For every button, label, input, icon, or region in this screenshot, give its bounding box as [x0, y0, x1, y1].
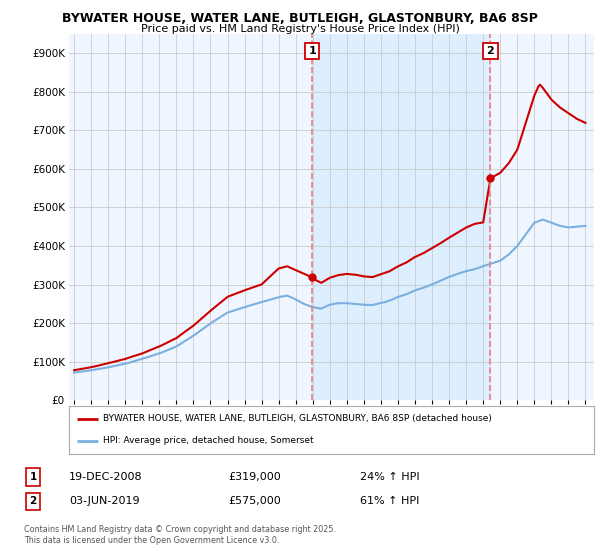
- Text: 1: 1: [308, 46, 316, 56]
- Bar: [312, 34, 490, 400]
- Text: Price paid vs. HM Land Registry's House Price Index (HPI): Price paid vs. HM Land Registry's House …: [140, 24, 460, 34]
- Text: 03-JUN-2019: 03-JUN-2019: [69, 496, 140, 506]
- Text: 1: 1: [29, 472, 37, 482]
- Text: £575,000: £575,000: [228, 496, 281, 506]
- Text: BYWATER HOUSE, WATER LANE, BUTLEIGH, GLASTONBURY, BA6 8SP: BYWATER HOUSE, WATER LANE, BUTLEIGH, GLA…: [62, 12, 538, 25]
- Text: 61% ↑ HPI: 61% ↑ HPI: [360, 496, 419, 506]
- Text: Contains HM Land Registry data © Crown copyright and database right 2025.
This d: Contains HM Land Registry data © Crown c…: [24, 525, 336, 545]
- Text: 2: 2: [487, 46, 494, 56]
- Text: £319,000: £319,000: [228, 472, 281, 482]
- Text: 24% ↑ HPI: 24% ↑ HPI: [360, 472, 419, 482]
- Text: HPI: Average price, detached house, Somerset: HPI: Average price, detached house, Some…: [103, 436, 314, 445]
- Text: 19-DEC-2008: 19-DEC-2008: [69, 472, 143, 482]
- Text: 2: 2: [29, 496, 37, 506]
- Text: BYWATER HOUSE, WATER LANE, BUTLEIGH, GLASTONBURY, BA6 8SP (detached house): BYWATER HOUSE, WATER LANE, BUTLEIGH, GLA…: [103, 414, 492, 423]
